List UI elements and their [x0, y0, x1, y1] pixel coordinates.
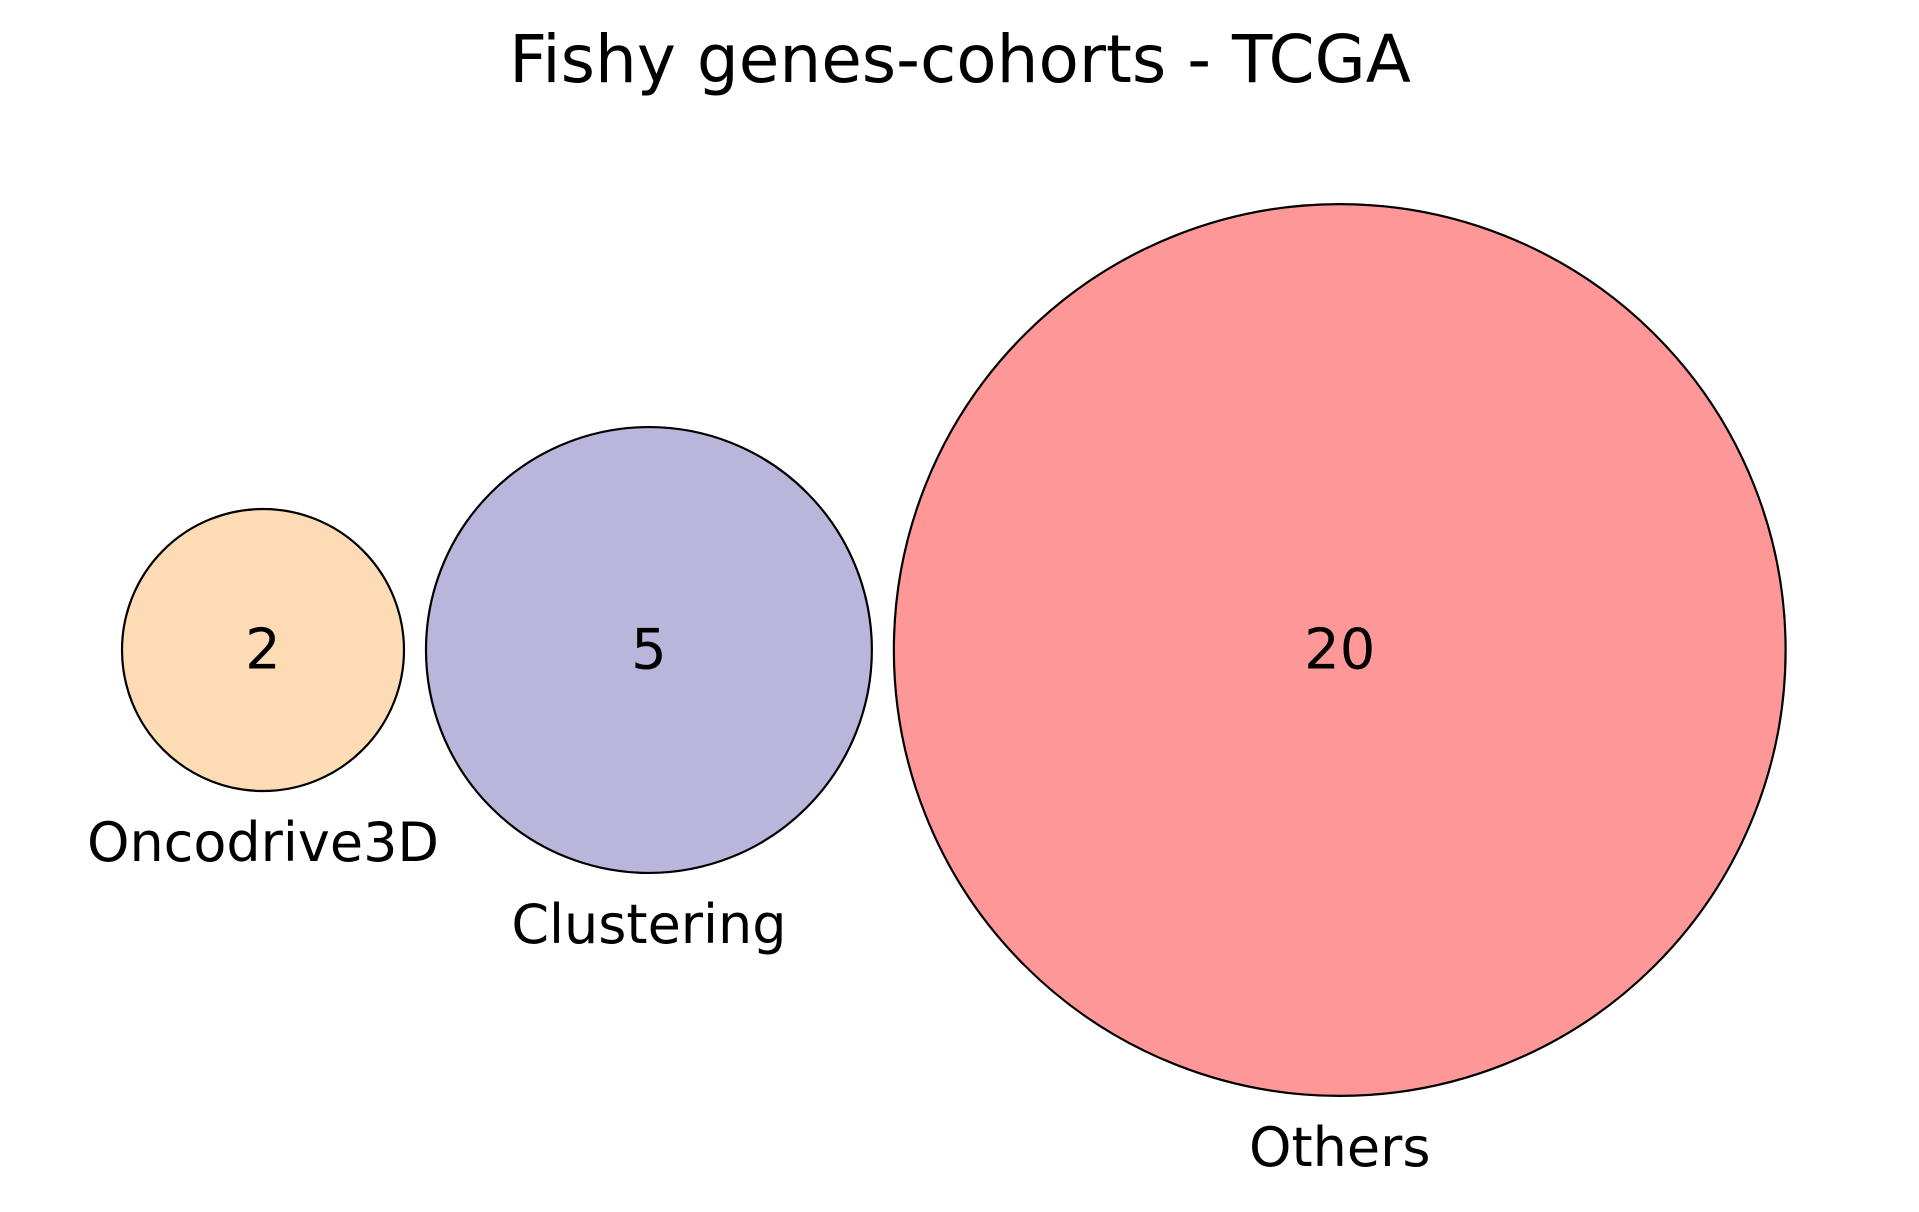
set-label-oncodrive3d: Oncodrive3D	[87, 811, 439, 874]
circle-others	[892, 203, 1787, 1097]
set-label-others: Others	[1249, 1116, 1430, 1179]
set-labels: 2 Oncodrive3D 5 Clustering 20 Others	[87, 618, 1431, 1179]
set-label-clustering: Clustering	[511, 893, 786, 956]
chart-title: Fishy genes-cohorts - TCGA	[509, 21, 1411, 98]
count-label-clustering: 5	[631, 618, 667, 683]
set-circles	[120, 203, 1787, 1097]
count-label-oncodrive3d: 2	[245, 618, 281, 683]
count-label-others: 20	[1304, 618, 1375, 683]
circle-oncodrive3d	[120, 507, 406, 793]
circle-clustering	[424, 425, 873, 875]
